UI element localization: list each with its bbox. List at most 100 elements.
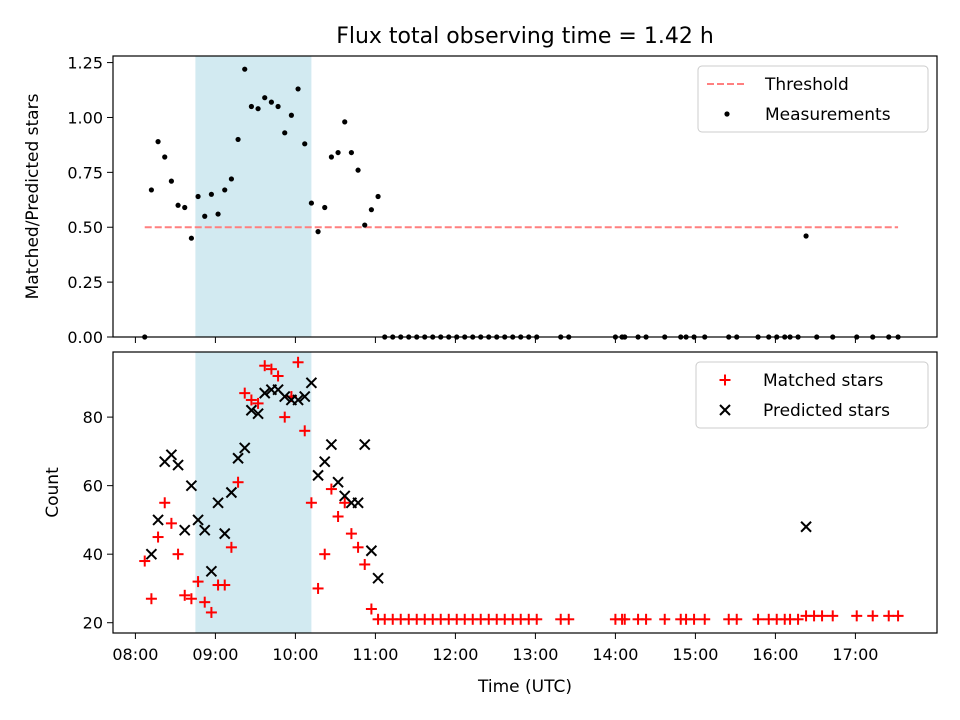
matched-star-point	[239, 387, 251, 399]
measurement-point	[208, 191, 214, 197]
predicted-star-point	[352, 497, 364, 509]
measurement-point	[155, 139, 161, 145]
predicted-star-point	[172, 459, 184, 471]
bottom-panel: 20 40 60 80 08:00 09:00 10:00 11:00 12:00 13:00 14…	[43, 351, 938, 664]
predicted-star-point	[279, 390, 291, 403]
matched-star-point	[752, 613, 764, 625]
predicted-star-point	[212, 497, 224, 509]
predicted-star-point	[372, 572, 384, 584]
measurement-point	[342, 119, 348, 125]
matched-star-point	[619, 613, 631, 625]
measurement-point	[355, 167, 361, 173]
measurement-point	[242, 66, 248, 72]
matched-star-point	[225, 541, 237, 553]
figure-title: Flux total observing time = 1.42 h	[336, 24, 714, 49]
predicted-star-point	[239, 442, 251, 454]
matched-star-point	[352, 541, 364, 553]
predicted-star-point	[219, 527, 231, 540]
y-tick-label: 0.75	[67, 163, 103, 182]
measurement-point	[268, 99, 274, 105]
matched-star-point	[816, 610, 828, 622]
matched-star-point	[339, 497, 351, 509]
predicted-star-point	[152, 514, 164, 526]
predicted-star-point	[145, 548, 158, 560]
legend-box	[697, 65, 929, 133]
matched-star-point	[867, 610, 879, 622]
measurement-point	[348, 149, 354, 156]
predicted-star-point	[292, 394, 304, 406]
matched-star-point	[792, 613, 804, 625]
matched-star-point	[332, 510, 344, 522]
matched-star-point	[185, 593, 197, 605]
legend-label: Measurements	[765, 105, 891, 125]
measurement-point	[262, 95, 268, 101]
predicted-star-point	[199, 524, 211, 536]
matched-star-point	[265, 363, 277, 375]
y-tick-label: 40	[83, 545, 103, 564]
y-tick-label: 0.50	[67, 218, 103, 237]
measurement-point	[375, 193, 381, 200]
measurement-point	[335, 149, 341, 156]
matched-star-point	[299, 425, 311, 437]
predicted-star-point	[332, 476, 344, 488]
matched-star-point	[883, 610, 895, 622]
predicted-star-point	[800, 521, 812, 533]
x-tick-label: 17:00	[832, 645, 878, 664]
predicted-star-point	[365, 545, 378, 557]
predicted-star-point	[245, 404, 258, 416]
y-tick-label: 20	[83, 614, 103, 633]
matched-star-point	[563, 613, 575, 625]
matched-star-point	[245, 394, 257, 406]
axes-frame	[112, 55, 938, 338]
measurement-point	[282, 130, 288, 136]
x-tick-label: 16:00	[752, 645, 798, 664]
matched-star-point	[359, 558, 371, 570]
measurement-point	[202, 213, 208, 219]
matched-star-point	[165, 517, 177, 529]
legend-matched-swatch	[719, 374, 731, 386]
predicted-star-point	[205, 565, 218, 578]
x-tick-label: 10:00	[272, 645, 318, 664]
matched-star-point	[145, 593, 157, 605]
y-tick-label: 0.00	[67, 328, 103, 347]
matched-star-point	[305, 497, 317, 509]
measurement-point	[235, 136, 241, 143]
x-tick-label: 14:00	[592, 645, 638, 664]
predicted-star-point	[305, 377, 318, 389]
y-axis-label: Count	[43, 467, 63, 518]
matched-star-point	[205, 606, 217, 618]
legend-measurement-swatch	[724, 111, 730, 117]
predicted-star-point	[185, 479, 198, 492]
measurement-point	[362, 222, 368, 228]
matched-star-point	[172, 548, 184, 560]
predicted-star-point	[192, 514, 204, 526]
matched-star-point	[345, 528, 357, 540]
y-tick-label: 1.00	[67, 108, 103, 127]
predicted-star-point	[319, 455, 331, 468]
matched-star-point	[292, 356, 304, 368]
x-tick-label: 11:00	[352, 645, 398, 664]
matched-star-point	[159, 497, 171, 509]
measurement-point	[295, 86, 301, 92]
legend-label: Predicted stars	[763, 401, 890, 421]
y-tick-label: 0.25	[67, 273, 103, 292]
measurement-point	[248, 103, 254, 110]
x-tick-label: 08:00	[112, 645, 158, 664]
y-tick-label: 80	[83, 408, 103, 427]
x-tick-label: 12:00	[432, 645, 478, 664]
shaded-interval	[195, 56, 312, 337]
measurement-point	[228, 176, 234, 182]
matched-star-point	[139, 555, 151, 567]
matched-star-point	[731, 613, 743, 625]
axes-frame	[112, 351, 938, 634]
matched-star-point	[279, 411, 291, 423]
predicted-star-point	[165, 449, 178, 461]
measurement-point	[162, 154, 168, 160]
x-tick-label: 09:00	[192, 645, 238, 664]
measurement-point	[255, 106, 261, 112]
measurement-point	[148, 187, 154, 193]
measurement-point	[195, 193, 201, 200]
matched-star-point	[531, 613, 543, 625]
matched-star-point	[851, 610, 863, 622]
